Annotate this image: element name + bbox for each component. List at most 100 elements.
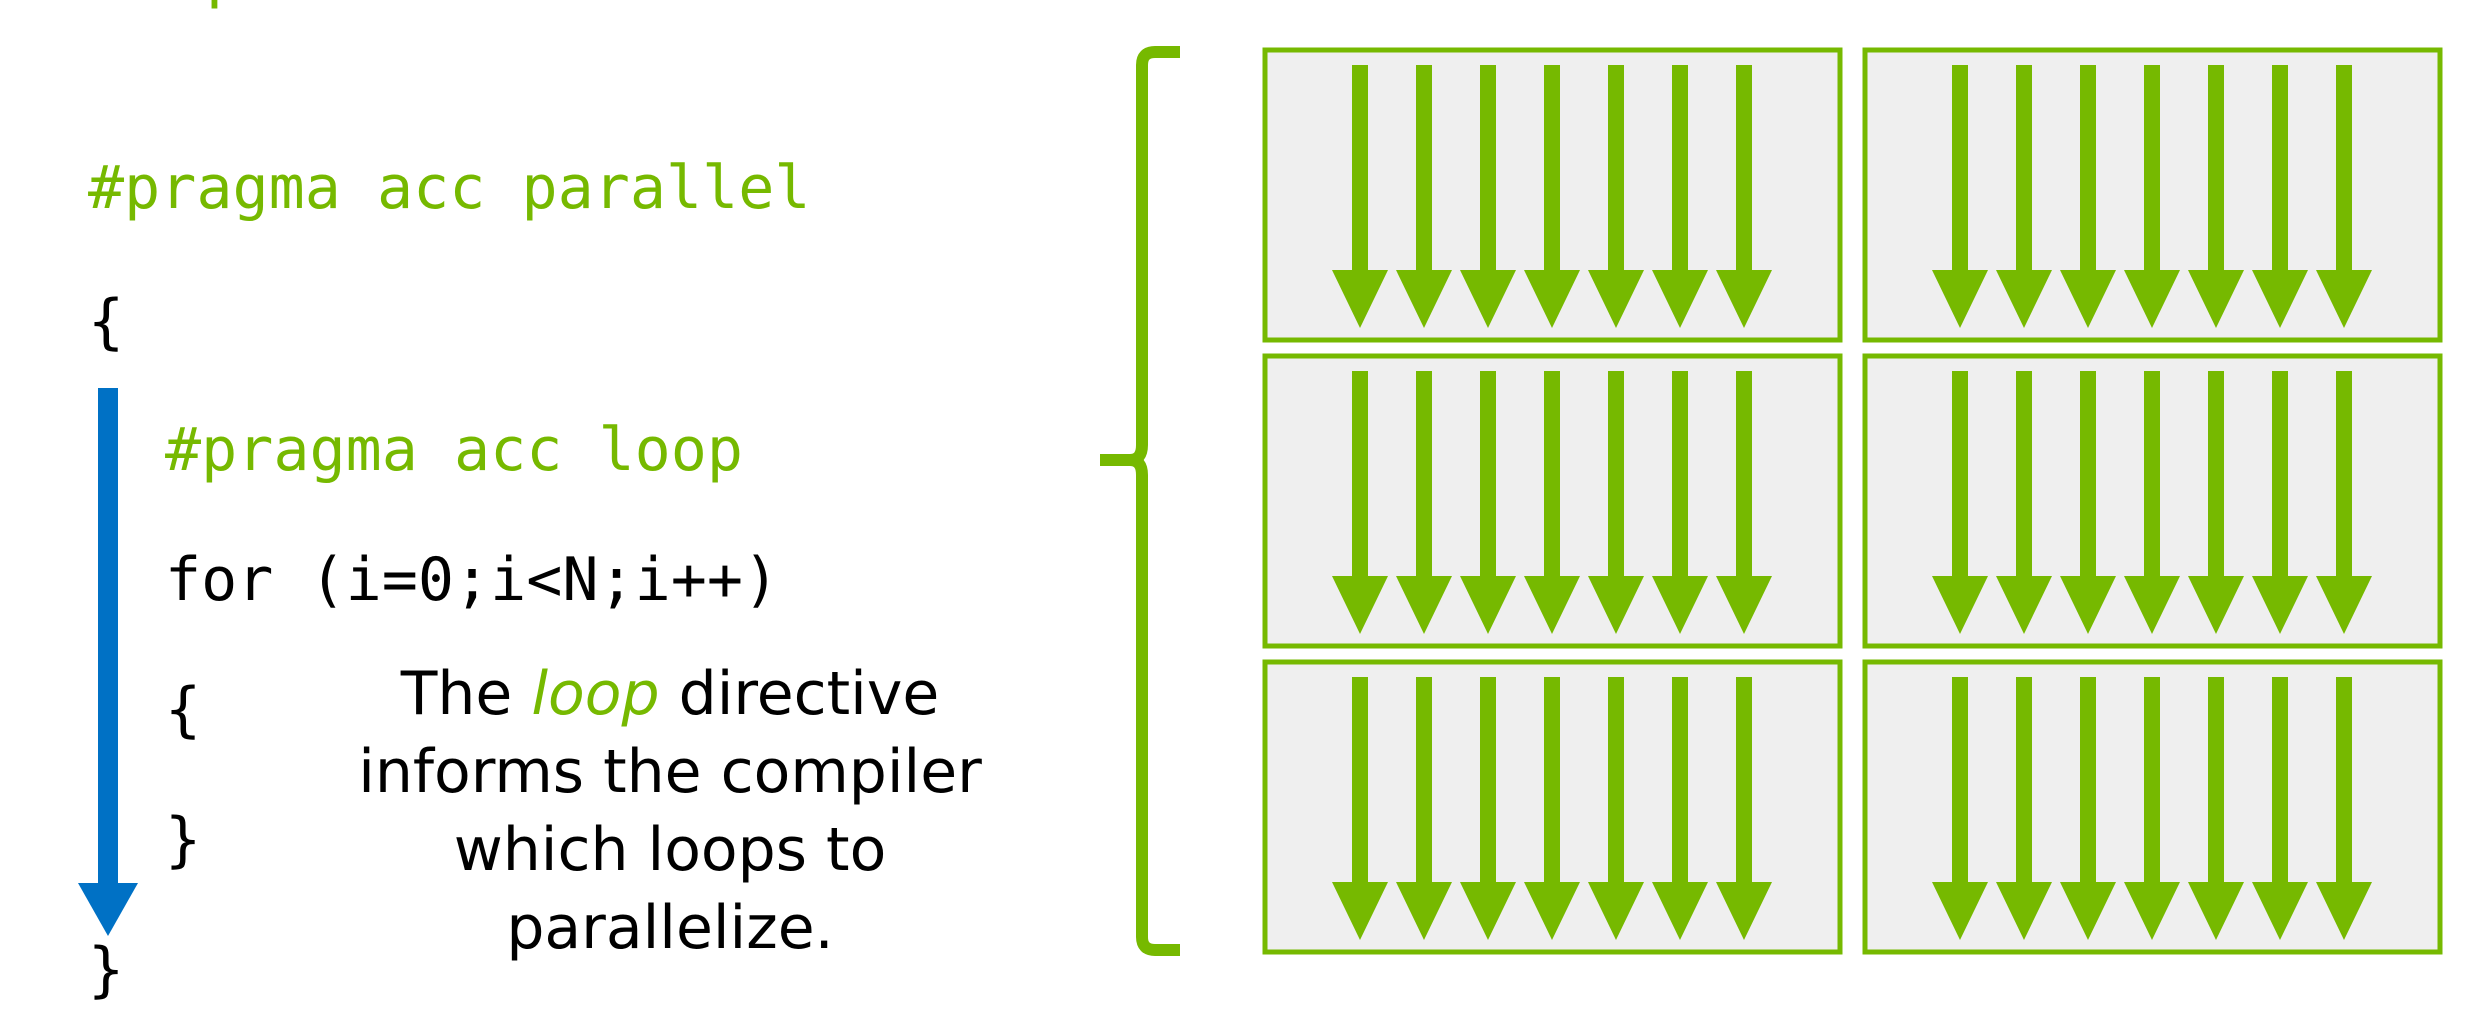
parallel-thread-arrow-head bbox=[1588, 882, 1644, 940]
parallel-thread-arrow-shaft bbox=[1544, 65, 1560, 275]
parallel-thread-arrow-shaft bbox=[2080, 677, 2096, 887]
parallel-thread-arrow-head bbox=[1652, 270, 1708, 328]
parallel-thread-arrow-head bbox=[1588, 576, 1644, 634]
parallel-thread-arrow-shaft bbox=[2336, 65, 2352, 275]
parallel-thread-arrow-head bbox=[1332, 882, 1388, 940]
parallel-thread-arrow-head bbox=[1524, 270, 1580, 328]
parallel-thread-arrow-head bbox=[1932, 270, 1988, 328]
parallel-thread-arrow-shaft bbox=[2272, 65, 2288, 275]
parallel-thread-arrow-head bbox=[2060, 882, 2116, 940]
slide-title-fragment: Loop Parallelism bbox=[90, 0, 707, 6]
parallel-thread-arrow-shaft bbox=[1736, 677, 1752, 887]
parallel-thread-arrow-shaft bbox=[2080, 65, 2096, 275]
parallel-thread-arrow-shaft bbox=[1352, 65, 1368, 275]
parallel-thread-arrow-shaft bbox=[2144, 371, 2160, 581]
flow-arrow-head bbox=[78, 883, 138, 936]
parallel-thread-arrow-shaft bbox=[1480, 65, 1496, 275]
parallel-thread-arrow-head bbox=[1652, 882, 1708, 940]
parallel-thread-arrow-shaft bbox=[1544, 371, 1560, 581]
parallel-thread-arrow-shaft bbox=[2016, 371, 2032, 581]
parallel-thread-arrow-shaft bbox=[1672, 677, 1688, 887]
pragma-loop-line: #pragma acc loop bbox=[165, 415, 743, 485]
outer-close-brace: } bbox=[88, 935, 125, 1005]
parallel-thread-arrow-head bbox=[2060, 270, 2116, 328]
parallel-thread-arrow-shaft bbox=[2208, 677, 2224, 887]
sequential-flow-arrow bbox=[78, 388, 138, 936]
parallel-thread-arrow-head bbox=[1996, 576, 2052, 634]
parallel-thread-arrow-shaft bbox=[2080, 371, 2096, 581]
parallel-thread-arrow-shaft bbox=[1544, 677, 1560, 887]
for-statement-line: for (i=0;i<N;i++) bbox=[165, 545, 780, 615]
parallel-thread-arrow-shaft bbox=[2144, 65, 2160, 275]
parallel-thread-arrow-shaft bbox=[2336, 677, 2352, 887]
parallel-thread-arrow-shaft bbox=[1736, 371, 1752, 581]
explanation-prefix: The bbox=[400, 659, 532, 729]
parallel-thread-arrow-head bbox=[1932, 882, 1988, 940]
parallel-thread-arrow-shaft bbox=[2144, 677, 2160, 887]
parallel-thread-arrow-shaft bbox=[2208, 65, 2224, 275]
parallel-thread-arrow-head bbox=[2316, 270, 2372, 328]
parallel-thread-arrow-shaft bbox=[1952, 371, 1968, 581]
parallel-thread-arrow-head bbox=[1996, 882, 2052, 940]
parallel-thread-arrow-shaft bbox=[2272, 677, 2288, 887]
parallel-thread-arrow-head bbox=[1652, 576, 1708, 634]
parallel-thread-arrow-head bbox=[1460, 576, 1516, 634]
inner-open-brace: { bbox=[165, 675, 202, 745]
parallel-loop-diagram bbox=[1100, 46, 2443, 956]
parallel-thread-arrow-shaft bbox=[1952, 677, 1968, 887]
parallel-thread-arrow-head bbox=[1716, 270, 1772, 328]
parallel-thread-arrow-shaft bbox=[1416, 65, 1432, 275]
explanation-keyword: loop bbox=[531, 659, 660, 729]
outer-open-brace: { bbox=[88, 287, 125, 357]
parallel-thread-arrow-shaft bbox=[1672, 371, 1688, 581]
parallel-thread-arrow-head bbox=[1588, 270, 1644, 328]
parallel-thread-arrow-shaft bbox=[2272, 371, 2288, 581]
parallel-thread-arrow-head bbox=[1932, 576, 1988, 634]
parallel-thread-arrow-head bbox=[2252, 576, 2308, 634]
parallel-thread-arrow-shaft bbox=[1352, 677, 1368, 887]
parallel-thread-arrow-head bbox=[2124, 882, 2180, 940]
parallel-thread-arrow-head bbox=[1396, 882, 1452, 940]
parallel-thread-arrow-head bbox=[1524, 576, 1580, 634]
pragma-parallel-line: #pragma acc parallel bbox=[88, 153, 811, 223]
parallel-thread-arrow-head bbox=[1716, 882, 1772, 940]
parallel-thread-arrow-head bbox=[1716, 576, 1772, 634]
explanation-suffix: directive informs the compiler which loo… bbox=[358, 659, 982, 963]
parallel-thread-arrow-head bbox=[2188, 576, 2244, 634]
parallel-thread-arrow-head bbox=[1396, 270, 1452, 328]
parallel-thread-arrow-shaft bbox=[2208, 371, 2224, 581]
parallel-thread-arrow-shaft bbox=[1480, 677, 1496, 887]
parallel-thread-arrow-shaft bbox=[1672, 65, 1688, 275]
parallel-thread-arrow-head bbox=[2188, 270, 2244, 328]
parallel-thread-arrow-shaft bbox=[2016, 677, 2032, 887]
parallel-thread-arrow-head bbox=[2124, 270, 2180, 328]
parallel-thread-arrow-shaft bbox=[1608, 677, 1624, 887]
parallel-thread-arrow-head bbox=[2124, 576, 2180, 634]
parallel-thread-arrow-head bbox=[2252, 270, 2308, 328]
flow-arrow-shaft bbox=[98, 388, 118, 883]
parallel-thread-arrow-head bbox=[2252, 882, 2308, 940]
parallel-thread-arrow-shaft bbox=[1352, 371, 1368, 581]
parallel-thread-arrow-shaft bbox=[2016, 65, 2032, 275]
parallel-thread-arrow-shaft bbox=[1736, 65, 1752, 275]
parallel-thread-arrow-head bbox=[1332, 270, 1388, 328]
parallel-thread-arrow-head bbox=[2060, 576, 2116, 634]
parallel-thread-arrow-shaft bbox=[1608, 371, 1624, 581]
parallel-thread-arrow-head bbox=[1524, 882, 1580, 940]
parallel-thread-arrow-head bbox=[1460, 882, 1516, 940]
parallel-thread-arrow-head bbox=[1332, 576, 1388, 634]
parallel-thread-arrow-head bbox=[2188, 882, 2244, 940]
parallel-thread-arrow-shaft bbox=[1416, 371, 1432, 581]
parallel-thread-arrow-shaft bbox=[1480, 371, 1496, 581]
parallel-thread-arrow-shaft bbox=[2336, 371, 2352, 581]
parallel-thread-arrow-shaft bbox=[1608, 65, 1624, 275]
parallel-thread-arrow-head bbox=[1460, 270, 1516, 328]
parallel-thread-arrow-head bbox=[1996, 270, 2052, 328]
parallel-thread-arrow-shaft bbox=[1416, 677, 1432, 887]
parallel-thread-arrow-head bbox=[1396, 576, 1452, 634]
parallel-thread-arrow-head bbox=[2316, 882, 2372, 940]
loop-directive-explanation: The loop directive informs the compiler … bbox=[320, 655, 1020, 967]
grouping-bracket bbox=[1124, 46, 1180, 956]
parallel-thread-arrow-head bbox=[2316, 576, 2372, 634]
inner-close-brace: } bbox=[165, 805, 202, 875]
